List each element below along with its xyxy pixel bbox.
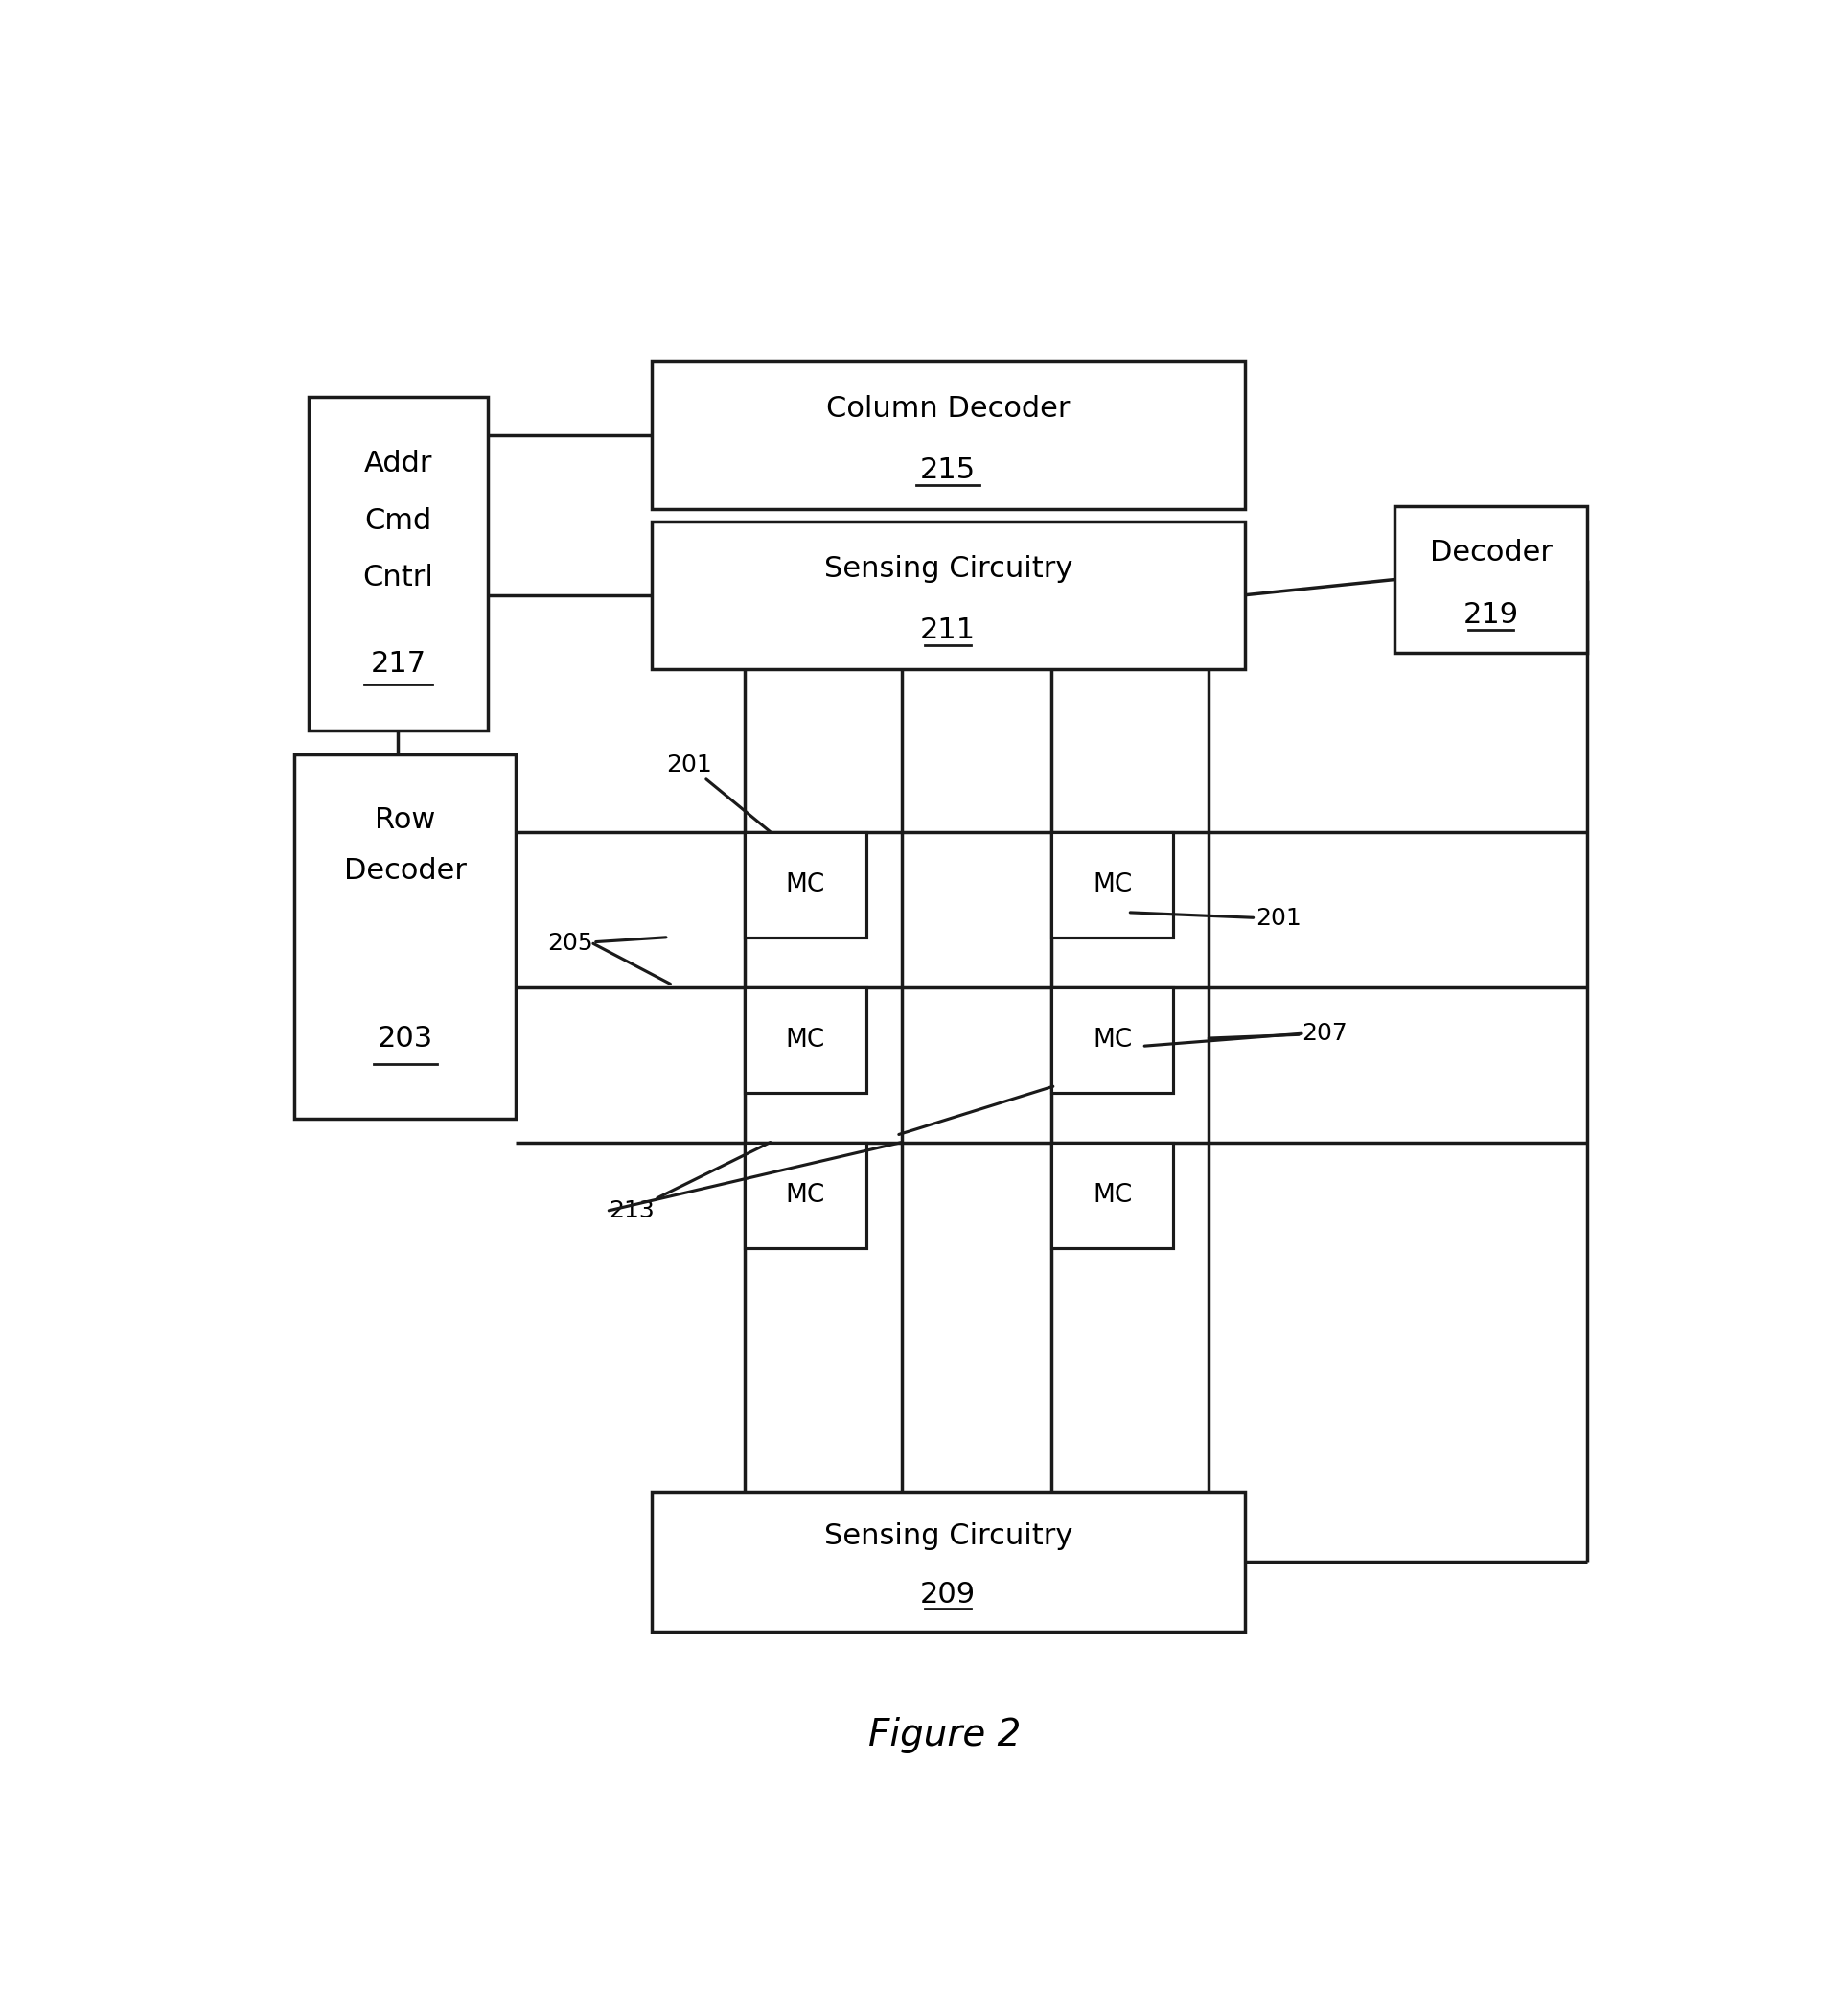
Bar (745, 1143, 866, 1248)
Bar (1052, 988, 1174, 1093)
Bar (1395, 506, 1587, 653)
Text: MC: MC (785, 1183, 826, 1208)
Text: Sensing Circuitry: Sensing Circuitry (824, 1522, 1073, 1550)
Text: 201: 201 (665, 754, 770, 833)
Bar (1052, 1143, 1174, 1248)
Text: 207: 207 (1209, 1022, 1347, 1044)
Text: 205: 205 (547, 931, 665, 956)
Text: Decoder: Decoder (1430, 538, 1552, 566)
Text: MC: MC (785, 1028, 826, 1052)
Bar (310, 397, 488, 732)
Bar (652, 361, 1244, 508)
Text: MC: MC (1093, 1028, 1132, 1052)
Bar (652, 1492, 1244, 1631)
Text: Column Decoder: Column Decoder (826, 395, 1071, 423)
Bar (295, 754, 516, 1119)
Text: 201: 201 (1130, 907, 1301, 929)
Text: Cmd: Cmd (365, 506, 431, 534)
Bar (745, 988, 866, 1093)
Text: Figure 2: Figure 2 (868, 1718, 1021, 1754)
Bar (745, 833, 866, 937)
Text: Decoder: Decoder (345, 857, 466, 885)
Text: Addr: Addr (363, 450, 433, 478)
Text: Cntrl: Cntrl (363, 564, 433, 591)
Text: 211: 211 (920, 617, 977, 645)
Bar (1052, 833, 1174, 937)
Text: MC: MC (1093, 1183, 1132, 1208)
Text: 209: 209 (920, 1581, 977, 1609)
Text: 215: 215 (920, 458, 977, 484)
Text: 213: 213 (608, 1143, 770, 1222)
Text: MC: MC (1093, 873, 1132, 897)
Text: 219: 219 (1463, 601, 1519, 629)
Text: 203: 203 (378, 1024, 433, 1052)
Text: Row: Row (374, 806, 435, 835)
Bar (652, 522, 1244, 669)
Text: 217: 217 (370, 651, 426, 677)
Text: Sensing Circuitry: Sensing Circuitry (824, 554, 1073, 583)
Text: MC: MC (785, 873, 826, 897)
